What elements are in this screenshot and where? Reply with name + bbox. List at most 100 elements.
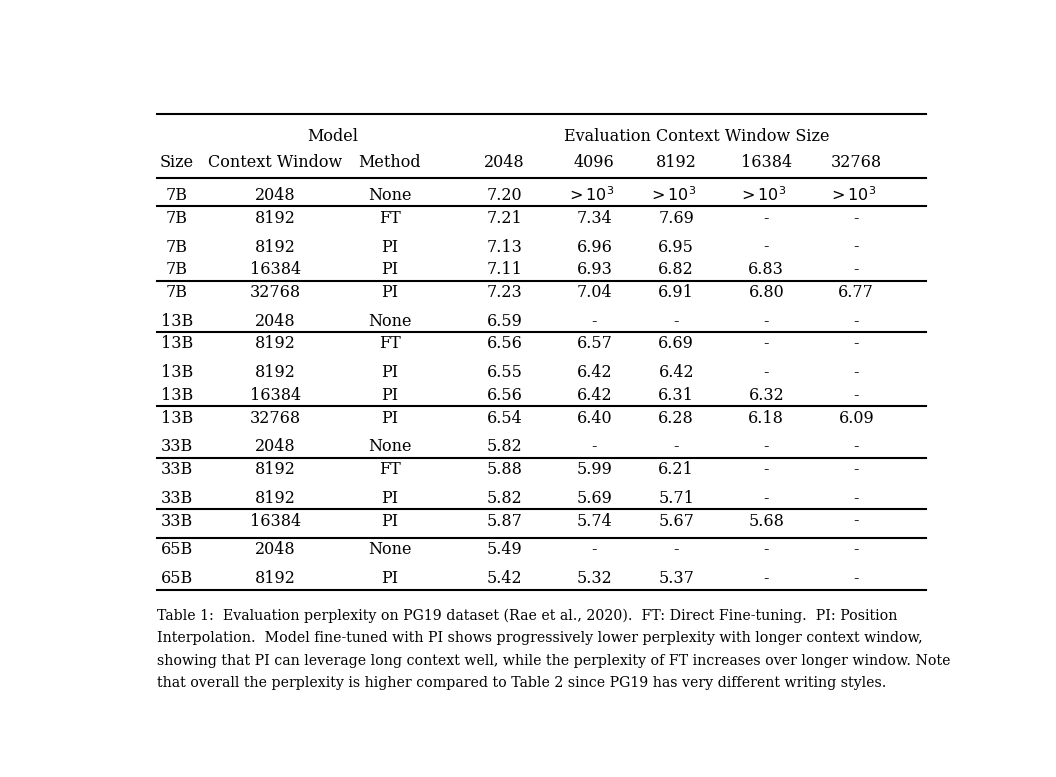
Text: 6.55: 6.55 [487, 364, 523, 382]
Text: 7.69: 7.69 [658, 210, 694, 227]
Text: 6.28: 6.28 [658, 409, 694, 427]
Text: 6.80: 6.80 [749, 284, 785, 301]
Text: 7B: 7B [166, 187, 188, 204]
Text: -: - [763, 490, 769, 507]
Text: 8192: 8192 [656, 154, 697, 170]
Text: 5.69: 5.69 [577, 490, 612, 507]
Text: 5.49: 5.49 [487, 542, 523, 558]
Text: 6.32: 6.32 [749, 387, 785, 404]
Text: 8192: 8192 [254, 461, 296, 478]
Text: Evaluation Context Window Size: Evaluation Context Window Size [564, 128, 829, 145]
Text: 2048: 2048 [254, 312, 296, 329]
Text: FT: FT [379, 210, 400, 227]
Text: 13B: 13B [161, 387, 193, 404]
Text: 2048: 2048 [254, 542, 296, 558]
Text: None: None [369, 438, 412, 455]
Text: $> 10^{3}$: $> 10^{3}$ [738, 186, 787, 205]
Text: -: - [591, 438, 597, 455]
Text: 6.83: 6.83 [749, 261, 785, 278]
Text: -: - [763, 461, 769, 478]
Text: 7.20: 7.20 [487, 187, 522, 204]
Text: -: - [853, 461, 859, 478]
Text: 2048: 2048 [254, 438, 296, 455]
Text: 8192: 8192 [254, 336, 296, 353]
Text: -: - [853, 210, 859, 227]
Text: 7B: 7B [166, 284, 188, 301]
Text: Method: Method [358, 154, 421, 170]
Text: 6.18: 6.18 [749, 409, 785, 427]
Text: $> 10^{3}$: $> 10^{3}$ [648, 186, 696, 205]
Text: 7.04: 7.04 [577, 284, 612, 301]
Text: 6.56: 6.56 [487, 387, 523, 404]
Text: -: - [853, 438, 859, 455]
Text: 5.37: 5.37 [658, 570, 694, 587]
Text: 6.93: 6.93 [577, 261, 612, 278]
Text: -: - [674, 312, 679, 329]
Text: -: - [853, 261, 859, 278]
Text: 7.34: 7.34 [577, 210, 612, 227]
Text: PI: PI [381, 239, 398, 256]
Text: 65B: 65B [161, 542, 193, 558]
Text: PI: PI [381, 284, 398, 301]
Text: PI: PI [381, 513, 398, 529]
Text: -: - [763, 570, 769, 587]
Text: 6.82: 6.82 [658, 261, 694, 278]
Text: -: - [853, 364, 859, 382]
Text: 5.99: 5.99 [577, 461, 612, 478]
Text: -: - [674, 438, 679, 455]
Text: that overall the perplexity is higher compared to Table 2 since PG19 has very di: that overall the perplexity is higher co… [156, 677, 886, 691]
Text: showing that PI can leverage long context well, while the perplexity of FT incre: showing that PI can leverage long contex… [156, 653, 950, 667]
Text: 6.57: 6.57 [577, 336, 612, 353]
Text: 2048: 2048 [484, 154, 525, 170]
Text: 6.21: 6.21 [658, 461, 694, 478]
Text: 7B: 7B [166, 239, 188, 256]
Text: -: - [763, 364, 769, 382]
Text: 33B: 33B [161, 461, 193, 478]
Text: 65B: 65B [161, 570, 193, 587]
Text: Table 1:  Evaluation perplexity on PG19 dataset (Rae et al., 2020).  FT: Direct : Table 1: Evaluation perplexity on PG19 d… [156, 608, 897, 622]
Text: 4096: 4096 [574, 154, 615, 170]
Text: -: - [853, 570, 859, 587]
Text: 5.82: 5.82 [487, 490, 523, 507]
Text: 6.91: 6.91 [658, 284, 694, 301]
Text: -: - [853, 542, 859, 558]
Text: Size: Size [159, 154, 194, 170]
Text: 7.11: 7.11 [487, 261, 523, 278]
Text: 16384: 16384 [249, 513, 301, 529]
Text: 13B: 13B [161, 409, 193, 427]
Text: 16384: 16384 [740, 154, 792, 170]
Text: 33B: 33B [161, 438, 193, 455]
Text: 7.13: 7.13 [487, 239, 523, 256]
Text: 5.88: 5.88 [487, 461, 523, 478]
Text: 5.67: 5.67 [658, 513, 694, 529]
Text: 6.96: 6.96 [577, 239, 612, 256]
Text: -: - [763, 542, 769, 558]
Text: 6.77: 6.77 [838, 284, 874, 301]
Text: Interpolation.  Model fine-tuned with PI shows progressively lower perplexity wi: Interpolation. Model fine-tuned with PI … [156, 631, 922, 645]
Text: PI: PI [381, 387, 398, 404]
Text: 6.56: 6.56 [487, 336, 523, 353]
Text: None: None [369, 312, 412, 329]
Text: 5.32: 5.32 [577, 570, 612, 587]
Text: -: - [763, 239, 769, 256]
Text: 32768: 32768 [249, 409, 301, 427]
Text: 16384: 16384 [249, 261, 301, 278]
Text: 8192: 8192 [254, 570, 296, 587]
Text: 5.82: 5.82 [487, 438, 523, 455]
Text: -: - [853, 336, 859, 353]
Text: 33B: 33B [161, 513, 193, 529]
Text: -: - [591, 312, 597, 329]
Text: 13B: 13B [161, 364, 193, 382]
Text: 8192: 8192 [254, 210, 296, 227]
Text: -: - [674, 542, 679, 558]
Text: -: - [853, 490, 859, 507]
Text: 6.54: 6.54 [487, 409, 523, 427]
Text: FT: FT [379, 461, 400, 478]
Text: 5.74: 5.74 [577, 513, 612, 529]
Text: 6.40: 6.40 [577, 409, 612, 427]
Text: 16384: 16384 [249, 387, 301, 404]
Text: PI: PI [381, 570, 398, 587]
Text: PI: PI [381, 261, 398, 278]
Text: 2048: 2048 [254, 187, 296, 204]
Text: None: None [369, 542, 412, 558]
